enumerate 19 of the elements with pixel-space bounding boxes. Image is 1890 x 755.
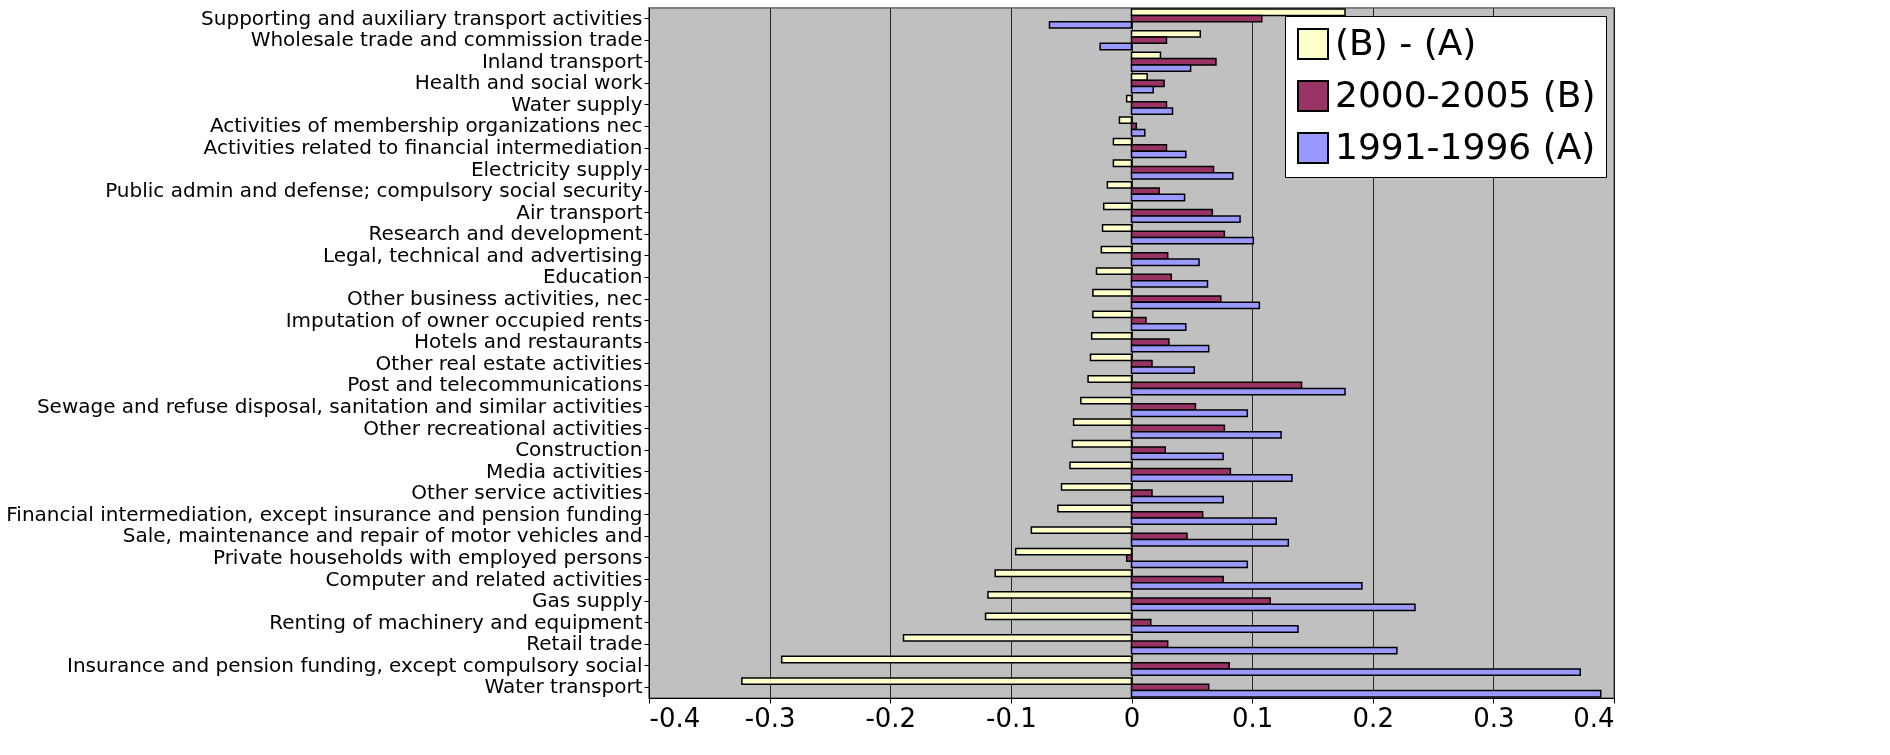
- y-tick-label: Supporting and auxiliary transport activities: [201, 5, 643, 30]
- x-tick-label: 0.4: [1573, 702, 1615, 733]
- x-tick-label: -0.4: [649, 702, 701, 733]
- y-tick-label: Insurance and pension funding, except compulsory social: [67, 652, 643, 677]
- x-tick-label: -0.2: [865, 702, 917, 733]
- x-tick-label: 0.2: [1352, 702, 1394, 733]
- y-tick-label: Gas supply: [532, 588, 643, 613]
- x-tick-label: -0.1: [986, 702, 1037, 733]
- x-tick-label: -0.3: [744, 702, 796, 733]
- legend-label: (B) - (A): [1335, 22, 1477, 63]
- x-tick-label: 0.3: [1473, 702, 1515, 733]
- x-tick-label: 0: [1123, 702, 1141, 733]
- y-tick-label: Water supply: [511, 91, 643, 116]
- y-tick-label: Inland transport: [481, 48, 643, 73]
- y-tick-label: Other recreational activities: [363, 415, 643, 440]
- y-tick-label: Other real estate activities: [375, 350, 643, 375]
- legend-label: 2000-2005 (B): [1335, 74, 1596, 115]
- x-tick-label: 0.1: [1231, 702, 1274, 733]
- legend-label: 1991-1996 (A): [1335, 126, 1596, 167]
